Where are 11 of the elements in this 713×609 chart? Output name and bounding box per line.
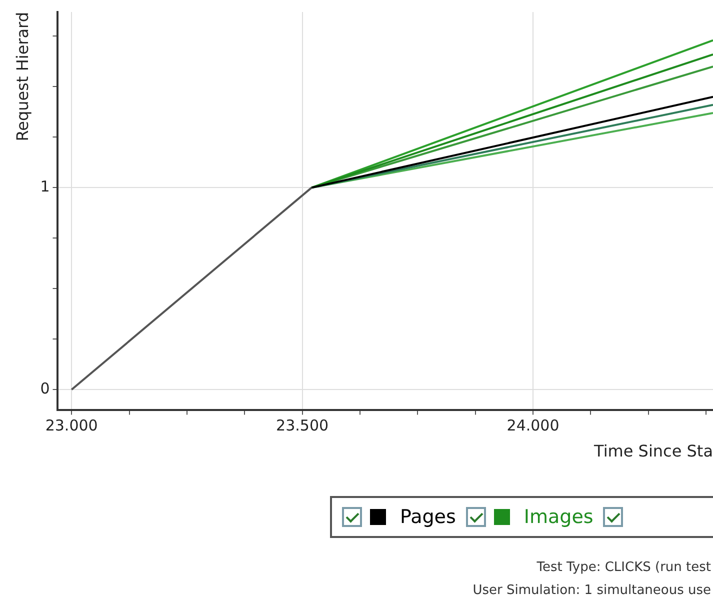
text: Test Type: CLICKS (run test [536, 559, 711, 577]
x-tick-label: 23.500 [276, 416, 329, 435]
legend-label: Images [524, 506, 594, 528]
x-tick-label: 23.000 [45, 416, 98, 435]
x-tick-label: 24.000 [506, 416, 560, 435]
legend-label: Pages [400, 506, 456, 528]
x-axis-title: Time Since Sta [593, 442, 713, 461]
y-tick-label: 0 [40, 380, 50, 398]
y-tick-label: 1 [40, 178, 50, 196]
y-axis-title: Request Hierard [12, 12, 32, 142]
text: User Simulation: 1 simultaneous use [472, 582, 711, 600]
